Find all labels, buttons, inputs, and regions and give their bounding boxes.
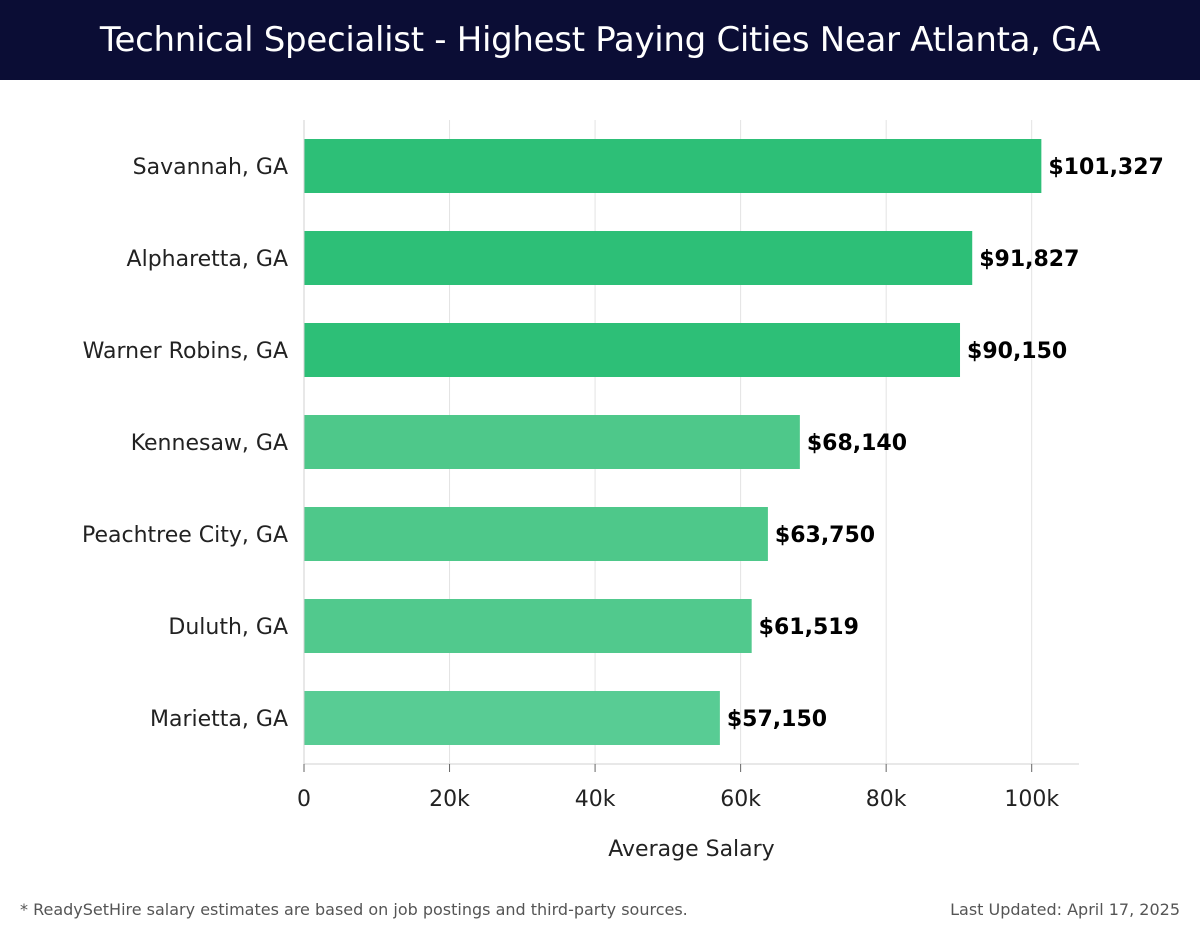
category-label: Duluth, GA	[168, 615, 288, 640]
footer-note: * ReadySetHire salary estimates are base…	[20, 900, 688, 919]
x-tick-label: 0	[297, 787, 311, 812]
bar	[304, 231, 973, 285]
bar-value-label: $90,150	[967, 339, 1067, 364]
bar	[304, 323, 961, 377]
bar-value-label: $101,327	[1048, 155, 1164, 180]
x-tick-label: 60k	[720, 787, 761, 812]
x-axis-title: Average Salary	[608, 837, 774, 862]
chart-title: Technical Specialist - Highest Paying Ci…	[99, 20, 1101, 60]
bar	[304, 599, 752, 653]
category-label: Savannah, GA	[133, 155, 288, 180]
bar-value-label: $91,827	[979, 247, 1079, 272]
last-updated: Last Updated: April 17, 2025	[950, 900, 1180, 919]
bar	[304, 415, 800, 469]
category-label: Alpharetta, GA	[127, 247, 288, 272]
category-label: Peachtree City, GA	[82, 523, 288, 548]
x-tick-label: 40k	[575, 787, 616, 812]
chart-area: $101,327 Savannah, GA $91,827 Alpharetta, G…	[0, 80, 1200, 880]
bar-value-label: $68,140	[807, 431, 907, 456]
bar-value-label: $57,150	[727, 707, 827, 732]
category-label: Marietta, GA	[150, 707, 288, 732]
x-tick-label: 80k	[866, 787, 907, 812]
category-label: Warner Robins, GA	[83, 339, 288, 364]
x-tick-label: 100k	[1004, 787, 1059, 812]
bar	[304, 507, 768, 561]
bar	[304, 691, 720, 745]
bar-value-label: $63,750	[775, 523, 875, 548]
header-bar: Technical Specialist - Highest Paying Ci…	[0, 0, 1200, 80]
bar	[304, 139, 1042, 193]
bar-chart: $101,327 Savannah, GA $91,827 Alpharetta, G…	[82, 120, 1164, 862]
x-tick-label: 20k	[429, 787, 470, 812]
category-label: Kennesaw, GA	[131, 431, 288, 456]
bar-value-label: $61,519	[759, 615, 859, 640]
